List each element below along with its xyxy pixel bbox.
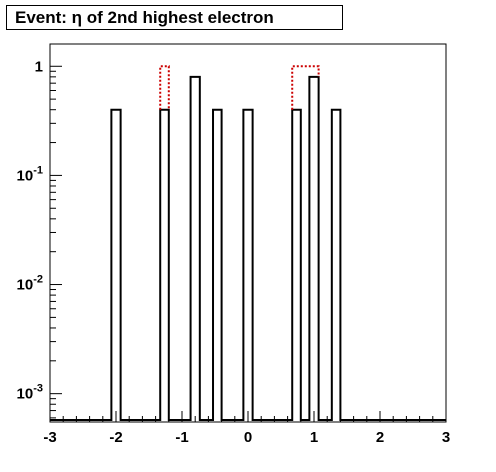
y-tick-label: 10-1 <box>17 164 43 184</box>
histogram-bin <box>309 77 318 420</box>
histogram-bin <box>213 110 222 420</box>
histogram-line <box>50 75 446 421</box>
x-tick-label: -1 <box>175 429 188 446</box>
x-tick-label: -3 <box>43 429 56 446</box>
y-tick-label: 10-2 <box>17 274 43 294</box>
histogram-bin <box>191 77 200 420</box>
histogram-bin-overlay <box>159 65 170 110</box>
x-tick-label: 3 <box>442 429 450 446</box>
y-tick-label: 1 <box>35 58 43 75</box>
histogram-bin <box>111 110 120 420</box>
histogram-bin <box>243 110 252 420</box>
x-tick-label: 0 <box>244 429 252 446</box>
y-tick-label: 10-3 <box>17 383 43 403</box>
histogram-bin-overlay <box>291 65 320 110</box>
x-tick-label: -2 <box>109 429 122 446</box>
chart-title: Event: η of 2nd highest electron <box>6 5 343 30</box>
x-tick-label: 1 <box>310 429 318 446</box>
histogram-bin <box>160 110 169 420</box>
histogram-bin <box>332 110 341 420</box>
x-tick-label: 2 <box>376 429 384 446</box>
histogram-bin <box>292 110 301 420</box>
